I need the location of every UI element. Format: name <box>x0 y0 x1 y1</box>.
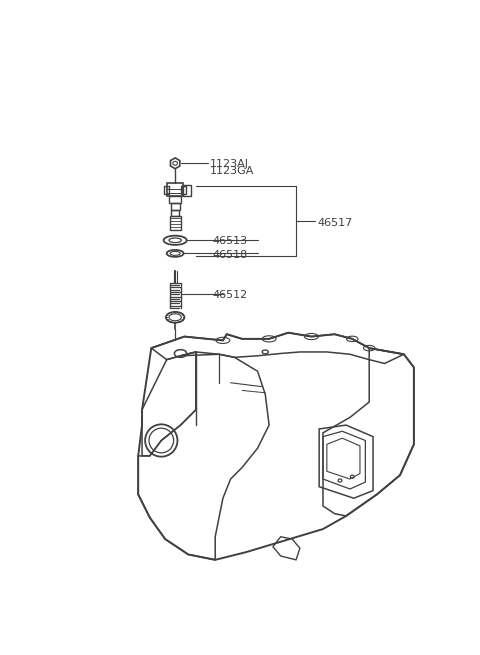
Text: 46513: 46513 <box>212 236 247 246</box>
Text: 46517: 46517 <box>318 217 353 227</box>
Text: 1123GA: 1123GA <box>210 166 254 176</box>
Bar <box>168 183 183 196</box>
Text: 1123AJ: 1123AJ <box>210 159 249 170</box>
Bar <box>171 210 179 216</box>
Text: 46512: 46512 <box>212 290 247 301</box>
Bar <box>170 216 180 231</box>
Bar <box>164 187 169 194</box>
Bar <box>169 196 181 202</box>
Text: 46518: 46518 <box>212 250 247 259</box>
Bar <box>181 187 186 194</box>
Bar <box>170 202 180 210</box>
